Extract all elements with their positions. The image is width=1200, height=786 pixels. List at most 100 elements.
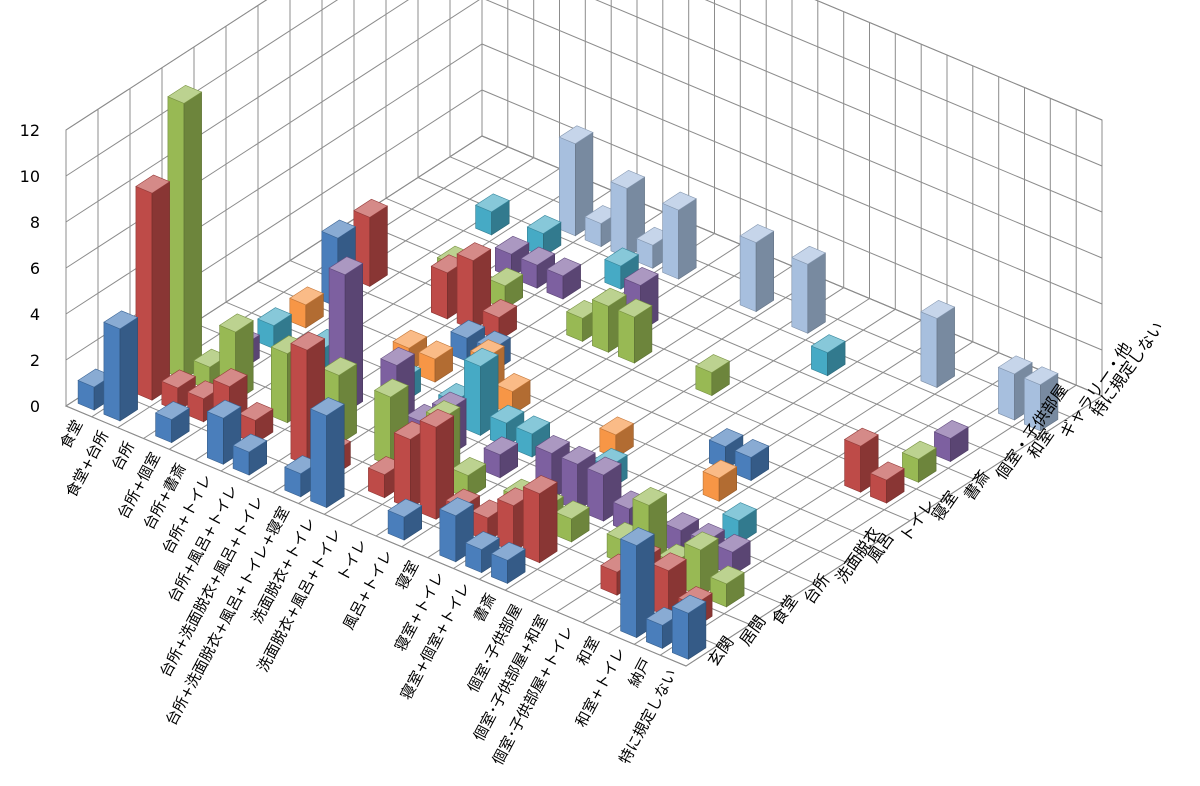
- bar-top: [901, 440, 937, 460]
- bar: [810, 334, 846, 377]
- bar-top: [309, 397, 345, 416]
- bar-top: [560, 445, 596, 465]
- bar: [526, 215, 562, 258]
- bar: [661, 191, 697, 280]
- bar-top: [167, 84, 203, 104]
- bar-top: [617, 298, 653, 318]
- bar: [206, 399, 242, 465]
- bar: [554, 500, 590, 543]
- bar-top: [474, 193, 510, 213]
- bar: [353, 198, 389, 287]
- bar-top: [722, 502, 758, 522]
- bar-top: [212, 368, 248, 388]
- bar-top: [419, 408, 455, 428]
- bar-top: [708, 428, 744, 448]
- bar-side: [326, 403, 345, 509]
- z-tick-label: 12: [20, 121, 40, 140]
- bar-top: [515, 415, 551, 435]
- bar: [709, 565, 745, 608]
- bar-top: [586, 456, 622, 476]
- bar-front: [374, 389, 391, 467]
- bar-top: [328, 256, 364, 276]
- bar: [546, 257, 582, 300]
- chart-bars: [77, 84, 1059, 660]
- bar-front: [920, 311, 938, 388]
- bar-side: [119, 316, 138, 422]
- bar-front: [439, 508, 457, 563]
- bar-front: [739, 235, 757, 313]
- bar: [439, 497, 475, 563]
- bar-top: [535, 434, 571, 454]
- bar-top: [610, 169, 646, 189]
- bar-top: [450, 319, 486, 339]
- bar: [103, 310, 139, 422]
- bar: [135, 174, 171, 401]
- bar-front: [617, 309, 635, 364]
- bar: [1023, 366, 1059, 432]
- bar: [419, 408, 455, 520]
- bar-top: [289, 286, 325, 306]
- bar: [456, 242, 492, 331]
- bar: [920, 299, 956, 389]
- bar: [515, 415, 551, 458]
- bar-top: [664, 512, 700, 531]
- bar: [488, 267, 524, 310]
- bar-top: [451, 457, 487, 476]
- bar-side: [807, 252, 826, 334]
- bar-top: [709, 565, 745, 585]
- bar-front: [103, 321, 121, 422]
- bar-top: [232, 433, 268, 453]
- bar-top: [206, 399, 242, 419]
- bar-top: [997, 355, 1033, 375]
- bar-top: [734, 438, 770, 458]
- x-category-label: 食堂: [56, 417, 86, 452]
- bar-top: [135, 174, 171, 194]
- z-tick-label: 10: [20, 167, 40, 186]
- bar-top: [791, 245, 827, 265]
- bar-top: [702, 459, 738, 479]
- bar-front: [430, 265, 448, 320]
- bar: [522, 475, 558, 564]
- bar-top: [463, 347, 499, 367]
- bar-top: [418, 340, 454, 360]
- bar-top: [353, 198, 389, 218]
- bar-front: [290, 342, 308, 466]
- bar-front: [671, 606, 689, 660]
- bar-top: [843, 427, 879, 447]
- bar-top: [651, 552, 687, 572]
- bar-top: [322, 356, 358, 376]
- z-tick-label: 8: [30, 213, 40, 232]
- bar-side: [183, 91, 202, 380]
- bar: [558, 125, 594, 237]
- bar: [791, 245, 827, 334]
- x-category-label: 和室: [573, 634, 603, 669]
- bar-top: [526, 215, 562, 234]
- bar-front: [558, 136, 576, 237]
- bar: [869, 461, 905, 504]
- bar: [671, 594, 707, 660]
- bar-top: [599, 416, 635, 436]
- z-tick-label: 2: [30, 351, 40, 370]
- z-axis-ticks: 0 2 4 6 8 10 12: [20, 121, 40, 416]
- z-tick-label: 0: [30, 397, 40, 416]
- bar-front: [523, 486, 540, 564]
- bar-top: [161, 369, 197, 389]
- z-tick-label: 4: [30, 305, 40, 324]
- bar-front: [592, 299, 609, 353]
- bar-front: [419, 420, 437, 520]
- bar-front: [270, 346, 288, 424]
- bar-front: [393, 432, 411, 509]
- bar: [289, 286, 325, 329]
- bar-top: [591, 287, 627, 307]
- bar-front: [610, 181, 628, 258]
- bar-side: [678, 198, 697, 280]
- bar-top: [1023, 366, 1059, 386]
- bar-top: [321, 219, 357, 239]
- bar-front: [310, 408, 327, 509]
- depth-gridline: [385, 0, 1007, 459]
- bar-front: [464, 359, 481, 436]
- bar: [739, 224, 775, 313]
- bar-top: [257, 307, 293, 327]
- bar-top: [483, 436, 519, 456]
